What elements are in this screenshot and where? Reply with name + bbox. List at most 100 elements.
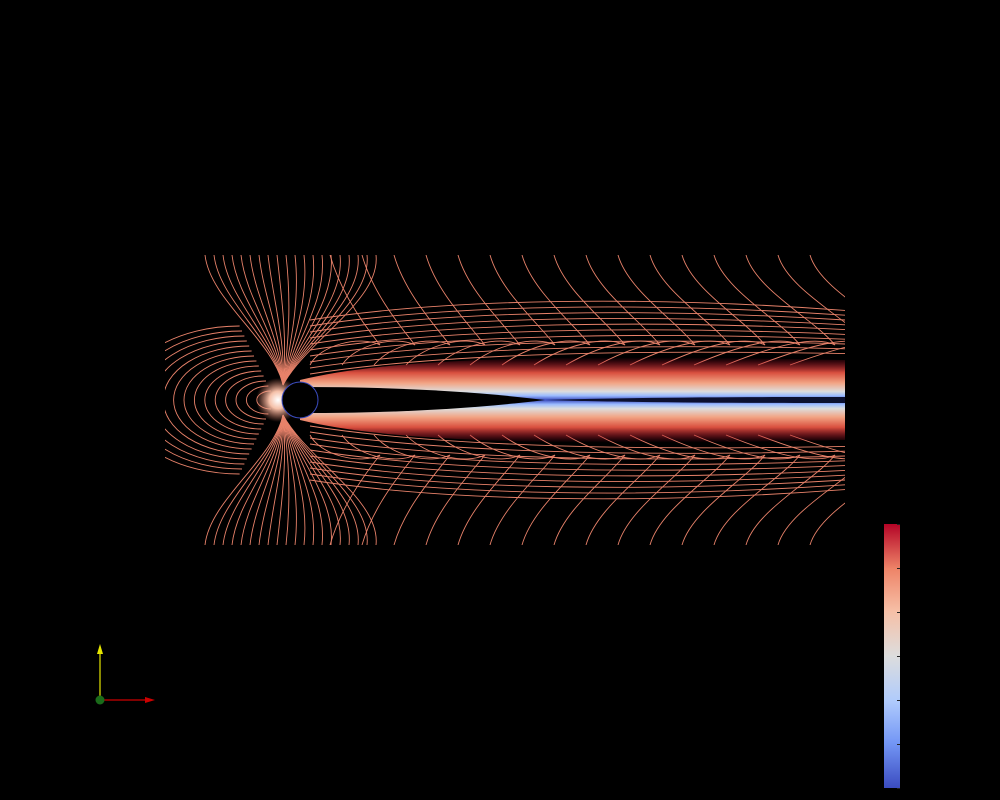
contour-line — [437, 255, 521, 366]
contour-line — [309, 323, 845, 345]
contour-line — [282, 255, 297, 386]
contour-line — [165, 340, 247, 460]
contour-line — [204, 255, 284, 386]
cylinder-obstacle — [281, 381, 319, 419]
contour-line — [225, 375, 264, 425]
contour-line — [789, 255, 845, 366]
contour-line — [276, 414, 286, 545]
contour-line — [282, 414, 290, 545]
legend-tick — [897, 788, 900, 789]
contour-line — [309, 329, 845, 351]
contour-lines — [165, 255, 845, 545]
contour-line — [309, 431, 845, 454]
contour-line — [282, 255, 350, 386]
contour-line — [757, 255, 845, 366]
contour-line — [282, 255, 359, 386]
contour-line — [309, 479, 845, 500]
contour-line — [235, 380, 267, 420]
contour-line — [249, 255, 284, 386]
contour-line — [282, 414, 323, 545]
contour-line — [309, 473, 845, 494]
contour-line — [282, 414, 377, 545]
contour-line — [309, 443, 845, 465]
contour-line — [245, 385, 269, 415]
contour-line — [213, 255, 284, 386]
contour-line — [258, 255, 284, 386]
contour-line — [183, 355, 255, 445]
contour-line — [309, 346, 845, 369]
contour-line — [222, 255, 284, 386]
contour-line — [240, 255, 284, 386]
contour-line — [267, 255, 284, 386]
contour-line — [231, 414, 284, 545]
contour-line — [282, 414, 368, 545]
contour-line — [282, 255, 306, 386]
contour-line — [309, 306, 845, 327]
contour-line — [282, 255, 368, 386]
contour-line — [282, 255, 341, 386]
contour-line — [373, 434, 451, 545]
color-legend — [884, 524, 900, 789]
contour-line — [725, 434, 836, 545]
contour-line — [341, 434, 416, 545]
contour-line — [309, 455, 845, 477]
contour-line — [309, 467, 845, 488]
legend-tick — [897, 612, 900, 613]
contour-line — [597, 255, 696, 366]
contour-line — [757, 434, 845, 545]
contour-line — [309, 425, 845, 449]
contour-line — [231, 255, 284, 386]
contour-line — [282, 414, 306, 545]
contour-line — [282, 255, 315, 386]
colormap-bar — [884, 524, 900, 788]
contour-line — [309, 335, 845, 357]
contour-line — [249, 414, 284, 545]
contour-line — [282, 414, 359, 545]
contour-line — [204, 365, 259, 435]
contour-line — [282, 255, 323, 386]
contour-line — [165, 330, 243, 470]
contour-line — [373, 255, 451, 366]
contour-line — [309, 340, 845, 363]
contour-line — [276, 255, 286, 386]
contour-line — [165, 335, 245, 465]
contour-line — [309, 255, 381, 366]
legend-tick — [897, 568, 900, 569]
contour-line — [309, 437, 845, 460]
contour-line — [533, 434, 626, 545]
contour-line — [282, 414, 341, 545]
contour-line — [309, 317, 845, 339]
contour-line — [693, 255, 801, 366]
contour-line — [661, 255, 766, 366]
contour-line — [725, 255, 836, 366]
legend-tick — [897, 744, 900, 745]
contour-line — [533, 255, 626, 366]
legend-tick — [897, 656, 900, 657]
contour-line — [282, 414, 315, 545]
contour-line — [282, 255, 290, 386]
x-axis-arrow-icon — [145, 697, 155, 703]
contour-line — [213, 414, 284, 545]
contour-line — [282, 414, 332, 545]
contour-line — [240, 414, 284, 545]
legend-tick — [897, 524, 900, 525]
contour-line — [282, 255, 377, 386]
orientation-axes[interactable] — [88, 640, 168, 710]
contour-line — [437, 434, 521, 545]
contour-line — [282, 414, 297, 545]
contour-line — [309, 434, 381, 545]
contour-line — [309, 300, 845, 321]
contour-line — [165, 325, 240, 475]
contour-line — [469, 434, 556, 545]
contour-line — [309, 461, 845, 483]
origin-point-icon — [95, 695, 105, 705]
contour-line — [204, 414, 284, 545]
contour-line — [629, 255, 731, 366]
contour-line — [282, 414, 350, 545]
contour-line — [173, 350, 252, 450]
contour-line — [469, 255, 556, 366]
contour-line — [789, 434, 845, 545]
contour-line — [193, 360, 257, 440]
